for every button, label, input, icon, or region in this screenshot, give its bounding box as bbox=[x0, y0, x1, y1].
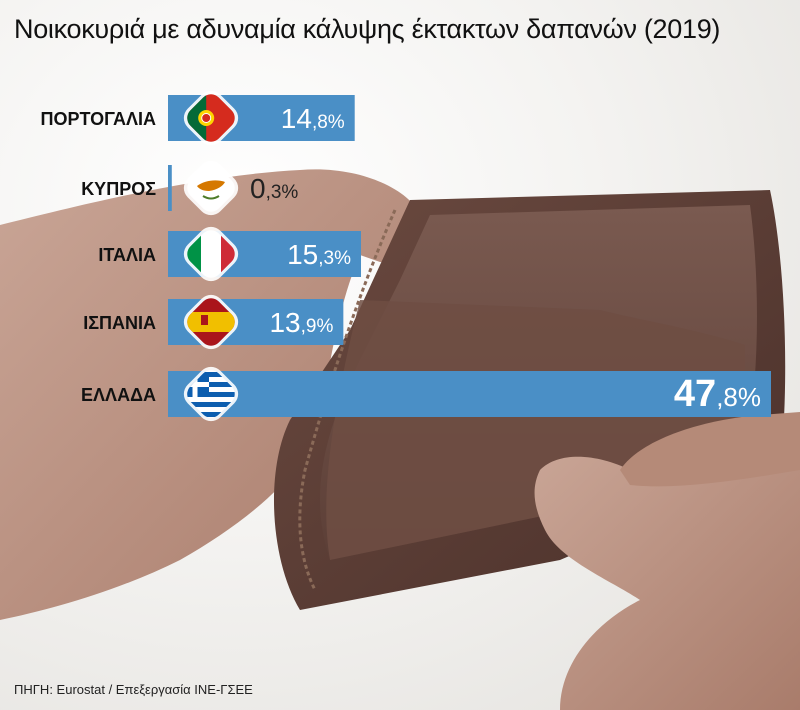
category-label-portugal: ΠΟΡΤΟΓΑΛΙΑ bbox=[40, 109, 156, 129]
source-note: ΠΗΓΗ: Eurostat / Επεξεργασία ΙΝΕ-ΓΣΕΕ bbox=[14, 682, 253, 697]
bar-greece bbox=[168, 371, 771, 417]
wallet-pocket bbox=[326, 300, 745, 560]
value-label-portugal: 14,8% bbox=[281, 103, 345, 134]
category-label-greece: ΕΛΛΑΔΑ bbox=[81, 385, 156, 405]
bar-cyprus bbox=[168, 165, 172, 211]
category-label-italy: ΙΤΑΛΙΑ bbox=[98, 245, 156, 265]
chart-title: Νοικοκυριά με αδυναμία κάλυψης έκτακτων … bbox=[14, 14, 721, 44]
value-label-greece: 47,8% bbox=[674, 373, 761, 415]
cyprus-flag-icon bbox=[182, 159, 240, 217]
right-thumb bbox=[620, 412, 800, 487]
category-label-cyprus: ΚΥΠΡΟΣ bbox=[81, 179, 156, 199]
value-label-italy: 15,3% bbox=[287, 239, 351, 270]
greece-flag-icon bbox=[182, 365, 240, 423]
category-label-spain: ΙΣΠΑΝΙΑ bbox=[83, 313, 156, 333]
wallet-stitch bbox=[298, 209, 397, 591]
value-label-spain: 13,9% bbox=[269, 307, 333, 338]
value-label-cyprus: 0,3% bbox=[250, 173, 298, 204]
right-hand bbox=[534, 450, 800, 710]
